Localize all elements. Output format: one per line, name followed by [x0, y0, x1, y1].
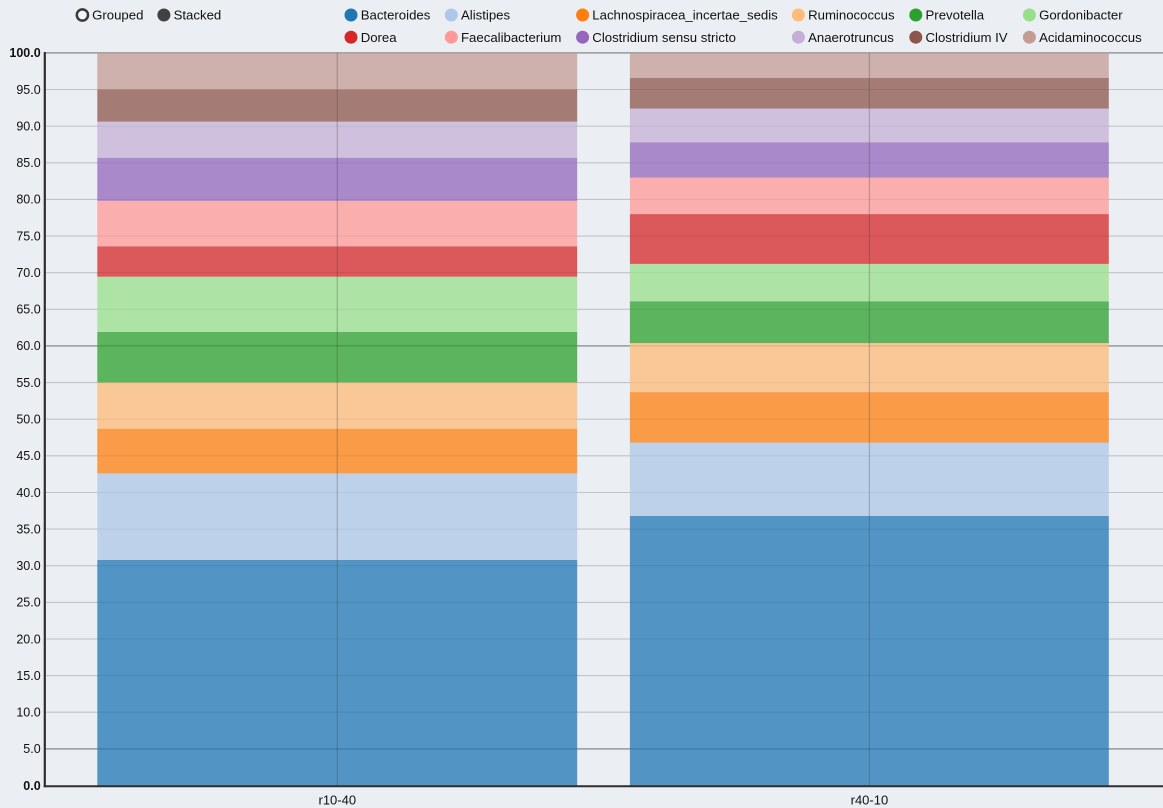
svg-text:5.0: 5.0 [23, 742, 40, 756]
svg-text:Gordonibacter: Gordonibacter [1039, 8, 1123, 23]
svg-text:Lachnospiracea_incertae_sedis: Lachnospiracea_incertae_sedis [592, 8, 778, 23]
svg-text:70.0: 70.0 [16, 266, 40, 280]
svg-text:Ruminococcus: Ruminococcus [808, 8, 895, 23]
svg-text:r40-10: r40-10 [851, 793, 889, 808]
svg-text:Alistipes: Alistipes [461, 8, 511, 23]
svg-text:90.0: 90.0 [16, 120, 40, 134]
svg-text:Clostridium sensu stricto: Clostridium sensu stricto [592, 30, 736, 45]
svg-text:r10-40: r10-40 [319, 793, 357, 808]
svg-text:45.0: 45.0 [16, 449, 40, 463]
svg-text:25.0: 25.0 [16, 596, 40, 610]
svg-text:15.0: 15.0 [16, 669, 40, 683]
svg-text:35.0: 35.0 [16, 522, 40, 536]
svg-text:Faecalibacterium: Faecalibacterium [461, 30, 561, 45]
svg-text:Stacked: Stacked [174, 8, 222, 23]
svg-text:Grouped: Grouped [92, 8, 143, 23]
svg-text:75.0: 75.0 [16, 229, 40, 243]
svg-text:10.0: 10.0 [16, 706, 40, 720]
svg-text:20.0: 20.0 [16, 632, 40, 646]
svg-text:100.0: 100.0 [9, 46, 40, 60]
svg-text:Prevotella: Prevotella [926, 8, 985, 23]
svg-text:30.0: 30.0 [16, 559, 40, 573]
svg-text:Bacteroides: Bacteroides [361, 8, 431, 23]
svg-text:60.0: 60.0 [16, 339, 40, 353]
svg-text:Anaerotruncus: Anaerotruncus [808, 30, 894, 45]
svg-text:85.0: 85.0 [16, 156, 40, 170]
svg-text:Acidaminococcus: Acidaminococcus [1039, 30, 1142, 45]
svg-text:55.0: 55.0 [16, 376, 40, 390]
svg-text:0.0: 0.0 [23, 779, 40, 793]
svg-text:95.0: 95.0 [16, 83, 40, 97]
svg-text:Dorea: Dorea [361, 30, 398, 45]
svg-text:40.0: 40.0 [16, 486, 40, 500]
svg-text:65.0: 65.0 [16, 303, 40, 317]
svg-text:Clostridium IV: Clostridium IV [926, 30, 1008, 45]
svg-text:80.0: 80.0 [16, 193, 40, 207]
svg-text:50.0: 50.0 [16, 413, 40, 427]
